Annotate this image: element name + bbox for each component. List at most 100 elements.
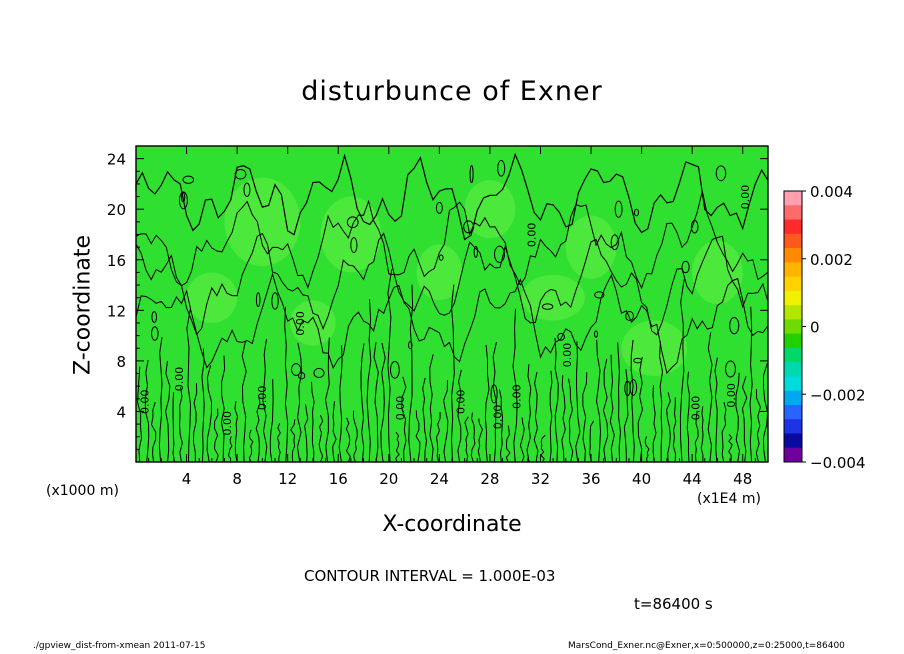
colorbar-segment bbox=[784, 305, 802, 320]
field-patch-1 bbox=[320, 196, 382, 273]
colorbar-segment bbox=[784, 347, 802, 363]
colorbar-label: 0 bbox=[810, 319, 820, 337]
time-stamp: t=86400 s bbox=[634, 595, 713, 613]
contour-line-lower bbox=[408, 284, 414, 463]
colorbar-segment bbox=[784, 205, 802, 221]
contour-line-lower bbox=[255, 394, 261, 463]
y-tick-label-20: 20 bbox=[107, 201, 126, 219]
contour-loop bbox=[557, 332, 565, 341]
contour-line-lower bbox=[707, 332, 713, 463]
contour-loop bbox=[614, 200, 623, 218]
x-tick-label-8: 8 bbox=[232, 470, 242, 488]
colorbar-segment bbox=[784, 262, 802, 278]
y-tick-label-4: 4 bbox=[116, 403, 126, 421]
field-patch-2 bbox=[521, 274, 585, 321]
contour-line-lower bbox=[443, 379, 449, 463]
contour-line-lower bbox=[172, 392, 176, 463]
colorbar-segment bbox=[784, 219, 802, 235]
contour-line-lower bbox=[561, 374, 566, 463]
contour-loop bbox=[624, 380, 631, 397]
contour-line-lower bbox=[284, 306, 289, 463]
contour-line-lower bbox=[595, 339, 602, 463]
contour-line-lower bbox=[220, 355, 226, 463]
contour-line-lower bbox=[137, 366, 143, 463]
contour-line-lower bbox=[666, 392, 671, 463]
contour-line-lower bbox=[435, 412, 441, 463]
field-patch-5 bbox=[416, 244, 463, 301]
contour-loop bbox=[298, 372, 306, 380]
y-tick-label-8: 8 bbox=[116, 353, 126, 371]
colorbar-label: −0.002 bbox=[810, 386, 866, 404]
x-tick-label-36: 36 bbox=[581, 470, 600, 488]
colorbar-segment bbox=[784, 362, 802, 377]
x-tick-label-4: 4 bbox=[182, 470, 192, 488]
contour-line-lower bbox=[492, 341, 497, 463]
x-tick-label-16: 16 bbox=[329, 470, 348, 488]
contour-line-lower bbox=[686, 371, 690, 463]
colorbar-segment bbox=[784, 376, 802, 392]
contour-value-label: 0.00 bbox=[690, 396, 703, 421]
contour-line-lower bbox=[644, 436, 650, 463]
colorbar-segment bbox=[784, 290, 802, 306]
y-axis-label: Z-coordinate bbox=[70, 235, 96, 375]
contour-line-lower bbox=[290, 419, 296, 463]
contour-line-lower bbox=[505, 425, 511, 463]
contour-line-lower bbox=[373, 342, 379, 463]
contour-line-lower bbox=[602, 358, 609, 463]
x-tick-label-48: 48 bbox=[733, 470, 752, 488]
contour-line-upper bbox=[135, 152, 769, 241]
contour-line-lower bbox=[429, 354, 434, 463]
contour-line-lower bbox=[296, 342, 303, 463]
colorbar-label: −0.004 bbox=[810, 454, 866, 472]
footer-left: ./gpview_dist-from-xmean 2011-07-15 bbox=[33, 641, 206, 651]
contour-line-lower bbox=[637, 356, 644, 463]
contour-loop bbox=[350, 237, 358, 254]
contour-line-lower bbox=[269, 379, 274, 463]
y-tick-label-12: 12 bbox=[107, 302, 126, 320]
contour-line-lower bbox=[457, 369, 462, 463]
contour-loop bbox=[594, 330, 599, 338]
x-tick-label-12: 12 bbox=[278, 470, 297, 488]
contour-loop bbox=[234, 168, 247, 180]
contour-loop bbox=[633, 208, 640, 217]
contour-line-lower bbox=[470, 412, 476, 463]
contour-loop bbox=[610, 234, 619, 251]
contour-line-lower bbox=[380, 342, 386, 463]
field-patch-6 bbox=[621, 320, 688, 377]
chart-title: disturbunce of Exner bbox=[301, 76, 603, 107]
x-tick-label-44: 44 bbox=[683, 470, 702, 488]
contour-line-lower bbox=[728, 433, 733, 463]
contour-line-mid-1 bbox=[135, 232, 769, 336]
colorbar-segment bbox=[784, 319, 802, 335]
colorbar-segment bbox=[784, 390, 802, 406]
x-axis-label: X-coordinate bbox=[382, 512, 522, 537]
contour-loop bbox=[438, 254, 444, 261]
footer-right: MarsCond_Exner.nc@Exner,x=0:500000,z=0:2… bbox=[568, 641, 845, 651]
contour-line-lower bbox=[311, 381, 315, 463]
contour-line-lower bbox=[165, 360, 171, 463]
contour-line-lower bbox=[568, 378, 574, 463]
contour-line-lower bbox=[450, 284, 455, 463]
contour-line-lower bbox=[652, 385, 657, 463]
contour-loop bbox=[497, 160, 506, 177]
contour-line-mid-0 bbox=[135, 272, 769, 375]
contour-line-lower bbox=[213, 408, 219, 463]
contour-loop bbox=[690, 220, 699, 234]
contour-line-lower bbox=[672, 397, 677, 463]
contour-line-lower bbox=[387, 269, 393, 463]
contour-line-lower bbox=[422, 377, 428, 463]
contour-line-lower bbox=[755, 388, 761, 463]
colorbar-segment bbox=[784, 233, 802, 249]
contour-line-lower bbox=[318, 415, 324, 463]
contour-loop bbox=[625, 310, 634, 321]
contour-loop bbox=[490, 384, 498, 404]
contour-loop bbox=[715, 165, 727, 182]
contour-value-label: 0.00 bbox=[739, 185, 752, 210]
contour-line-lower bbox=[484, 344, 490, 463]
contour-line-lower bbox=[332, 401, 337, 463]
contour-loop bbox=[494, 245, 505, 263]
contour-line-lower bbox=[338, 345, 343, 463]
contour-line-lower bbox=[144, 359, 150, 463]
contour-loop bbox=[729, 317, 740, 335]
